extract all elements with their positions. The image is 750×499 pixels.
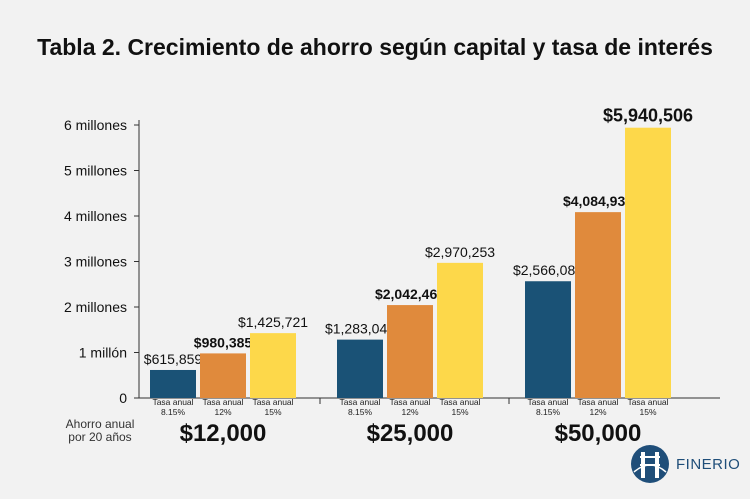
bar-2-2	[387, 305, 433, 398]
data-label-3-1: $2,566,080	[513, 262, 583, 278]
data-label-1-1: $615,859	[144, 351, 203, 367]
data-label-3-2: $4,084,937	[563, 193, 633, 209]
category-label-1: $12,000	[180, 420, 267, 447]
rate-label-2-3-line1: Tasa anual	[439, 397, 480, 407]
rate-label-3-1-line2: 8.15%	[536, 407, 561, 417]
y-tick-label-5: 5 millones	[64, 163, 127, 179]
brand-name: FINERIO	[676, 455, 741, 473]
rate-label-1-3-line1: Tasa anual	[252, 397, 293, 407]
rate-label-1-1-line1: Tasa anual	[152, 397, 193, 407]
bar-2-1	[337, 339, 383, 398]
rate-label-3-2-line2: 12%	[589, 407, 606, 417]
data-label-2-1: $1,283,040	[325, 321, 395, 337]
rate-label-1-1-line2: 8.15%	[161, 407, 186, 417]
y-tick-label-4: 4 millones	[64, 208, 127, 224]
rate-label-2-1-line2: 8.15%	[348, 407, 373, 417]
y-tick-label-0: 0	[119, 390, 127, 406]
bar-2-3	[437, 262, 483, 398]
bar-3-2	[575, 212, 621, 398]
rate-label-2-2-line2: 12%	[401, 407, 418, 417]
y-tick-label-2: 2 millones	[64, 299, 127, 315]
bridge-icon	[631, 445, 669, 483]
rate-label-2-2-line1: Tasa anual	[389, 397, 430, 407]
y-tick-label-6: 6 millones	[64, 117, 127, 133]
rate-label-1-3-line2: 15%	[264, 407, 281, 417]
data-label-1-3: $1,425,721	[238, 314, 308, 330]
category-label-2: $25,000	[367, 420, 454, 447]
y-tick-label-1: 1 millón	[79, 345, 127, 361]
data-label-3-3: $5,940,506	[603, 106, 693, 126]
data-label-1-2: $980,385	[194, 334, 253, 350]
bar-1-1	[150, 369, 196, 398]
rate-label-3-1-line1: Tasa anual	[527, 397, 568, 407]
data-label-2-2: $2,042,468	[375, 286, 445, 302]
y-tick-label-3: 3 millones	[64, 254, 127, 270]
bar-1-2	[200, 353, 246, 398]
rate-label-2-1-line1: Tasa anual	[339, 397, 380, 407]
rate-label-3-2-line1: Tasa anual	[577, 397, 618, 407]
finerio-logo: FINERIO	[630, 444, 740, 484]
rate-label-1-2-line2: 12%	[214, 407, 231, 417]
rate-label-3-3-line1: Tasa anual	[627, 397, 668, 407]
x-axis-label-line1: Ahorro anual	[66, 417, 135, 431]
bar-1-3	[250, 333, 296, 398]
category-label-3: $50,000	[555, 420, 642, 447]
x-axis-label-line2: por 20 años	[68, 430, 131, 444]
bar-3-1	[525, 281, 571, 398]
rate-label-3-3-line2: 15%	[639, 407, 656, 417]
data-label-2-3: $2,970,253	[425, 244, 495, 260]
chart-title: Tabla 2. Crecimiento de ahorro según cap…	[37, 34, 713, 60]
rate-label-1-2-line1: Tasa anual	[202, 397, 243, 407]
rate-label-2-3-line2: 15%	[451, 407, 468, 417]
bar-3-3	[625, 127, 671, 399]
